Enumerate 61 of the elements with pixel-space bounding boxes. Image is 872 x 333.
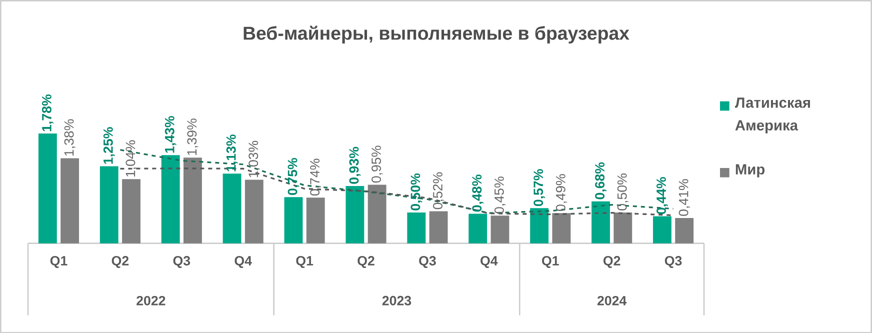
bar [652,216,672,244]
bar [530,208,549,244]
text: 2023 [382,296,412,306]
data-label: 1,78% [42,94,54,131]
bar [592,201,610,244]
data-label: 0,68% [595,162,606,200]
bar [100,166,118,244]
data-label: 0,57% [534,168,545,206]
data-label: 0,75% [288,158,300,195]
x-tick-label: Q2 [112,256,129,268]
bar [122,179,140,244]
bar [614,212,632,244]
chart-title: Веб-майнеры, выполняемые в браузерах [244,26,630,44]
data-label: 0,50% [410,173,422,210]
data-label: 0,52% [433,172,444,209]
data-label: 1,03% [248,140,260,178]
data-label: 1,43% [164,116,176,153]
bar [368,184,386,244]
bar [244,180,264,244]
text: 2022 [136,296,166,306]
data-label: 0,74% [310,158,322,196]
data-label: 1,25% [103,127,115,164]
x-tick-label: Q4 [480,256,498,268]
text: 2024 [597,296,627,306]
x-tick-label: Q3 [173,256,190,268]
bar [306,198,325,244]
x-tick-label: Q1 [296,256,314,268]
bar [468,214,488,244]
bar [183,157,202,244]
x-tick-label: Q4 [234,256,252,268]
data-label: 1,13% [226,134,238,172]
data-label: 0,41% [678,178,690,216]
bar [346,186,364,244]
data-label: 1,04% [126,140,137,176]
x-tick-label: Q3 [664,256,682,268]
bar [60,158,80,244]
data-label: 0,48% [472,174,484,212]
x-tick-label: Q2 [358,256,374,268]
x-tick-label: Q1 [50,256,68,268]
data-label: 0,93% [349,146,361,184]
legend-label: Мир [736,164,765,178]
bar [675,218,694,244]
x-tick-label: Q2 [603,256,620,268]
bar [222,173,242,244]
data-label: 1,38% [64,119,76,156]
bar [38,133,57,244]
data-label: 0,49% [556,174,567,211]
bar [429,211,448,244]
x-tick-label: Q3 [419,256,436,268]
data-label: 0,50% [617,173,628,210]
data-label: 1,39% [187,118,198,155]
data-label: 0,45% [494,176,506,214]
data-label: 0,44% [656,176,668,214]
x-tick-label: Q1 [542,256,559,268]
bar [407,212,426,244]
bar [161,154,180,244]
legend-label: Латинская Америка [734,97,810,134]
bar [552,212,571,244]
bar [490,215,510,244]
data-label: 0,95% [372,146,383,182]
bar [284,196,303,244]
